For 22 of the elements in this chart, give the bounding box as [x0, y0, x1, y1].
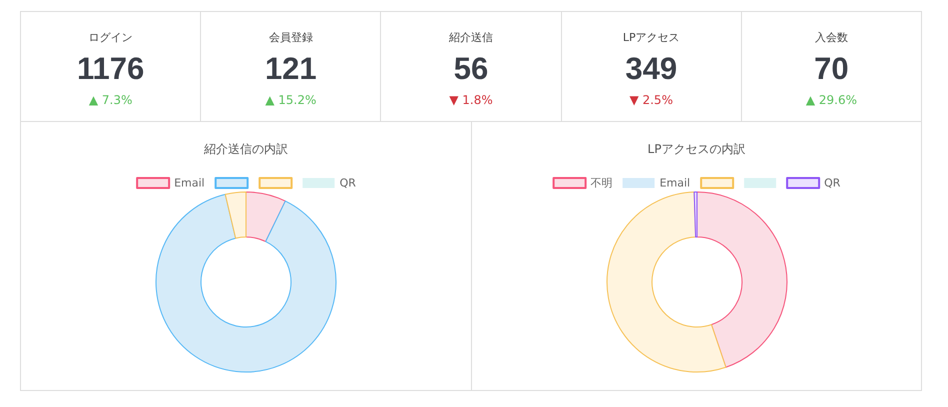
legend-label: Email [660, 176, 690, 190]
text: ▲ 15.2% [264, 93, 318, 107]
chart-title: 紹介送信の内訳 [203, 142, 288, 156]
text: ▲ 29.6% [804, 93, 858, 107]
category-label: 会員登録 [268, 30, 314, 45]
category-label: 入会数 [814, 30, 849, 45]
legend-label: 不明 [590, 176, 613, 190]
data-label: 1176 [76, 51, 146, 87]
category-label: 紹介送信 [448, 30, 494, 45]
legend-label: QR [824, 176, 841, 190]
legend-label: QR [340, 176, 356, 190]
text: ▼ 1.8% [448, 93, 494, 107]
data-label: 121 [264, 51, 318, 87]
text: ▼ 2.5% [628, 93, 674, 107]
data-label: 70 [813, 51, 850, 87]
legend-label: Email [174, 176, 205, 190]
text: ▲ 7.3% [88, 93, 134, 107]
chart-title: LPアクセスの内訳 [648, 142, 746, 156]
data-label: 56 [452, 51, 490, 87]
category-label: ログイン [88, 30, 134, 45]
category-label: LPアクセス [622, 30, 681, 45]
data-label: 349 [624, 51, 678, 87]
